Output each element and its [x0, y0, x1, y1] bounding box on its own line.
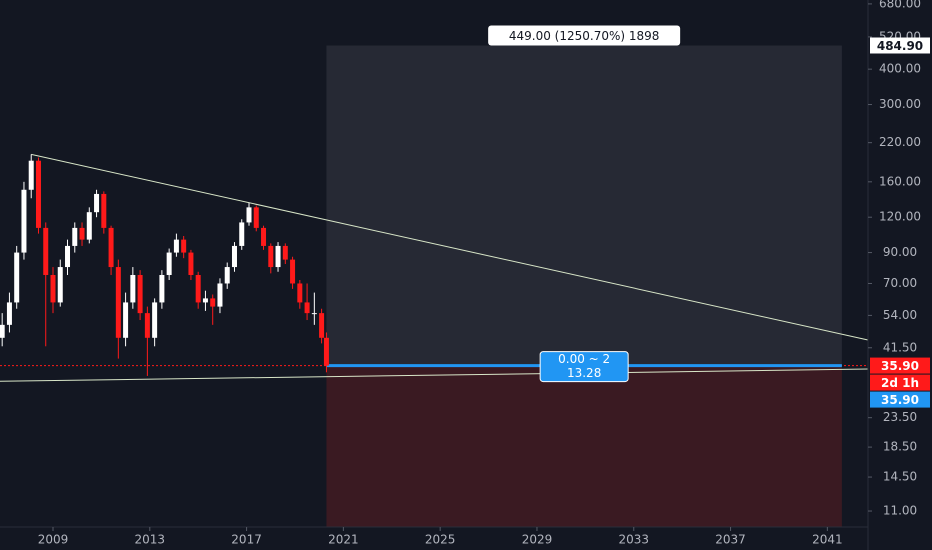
candle-body — [159, 274, 165, 303]
candle-body — [297, 283, 303, 303]
candle-body — [86, 212, 92, 240]
entry-price-tag: 35.90 — [881, 393, 919, 407]
trend-line — [31, 153, 869, 341]
y-tick-label: 120.00 — [879, 210, 921, 224]
x-tick-label: 2017 — [231, 533, 262, 547]
center-label: 13.28 — [567, 366, 601, 380]
candle-body — [72, 227, 78, 246]
x-tick-label: 2013 — [135, 533, 166, 547]
candle-body — [115, 267, 121, 338]
candle-body — [181, 239, 187, 253]
entry-price-tag-box — [870, 391, 930, 408]
candle-body — [21, 189, 27, 253]
candle-body — [304, 302, 310, 314]
candle-body — [323, 337, 329, 366]
candle-body — [319, 313, 325, 338]
candle-body — [311, 313, 317, 315]
candle-body — [6, 302, 12, 325]
x-tick-label: 2037 — [715, 533, 746, 547]
candle-body — [101, 193, 107, 228]
current-price-tag: 35.90 — [881, 359, 919, 373]
y-tick-label: 41.50 — [883, 340, 917, 354]
candle-body — [166, 252, 172, 275]
candle-body — [290, 259, 296, 284]
target-price-tag: 484.90 — [877, 39, 923, 53]
y-tick-label: 160.00 — [879, 174, 921, 188]
candle-body — [130, 274, 136, 303]
target-label-box — [488, 25, 681, 46]
y-tick-label: 18.50 — [883, 440, 917, 454]
candle-body — [14, 252, 20, 303]
current-price-tag-box — [870, 357, 930, 374]
candle-body — [268, 245, 274, 268]
countdown: 2d 1h — [881, 376, 919, 390]
profit-zone — [326, 45, 842, 366]
plot-area: 449.00 (1250.70%) 1898 0.00 ~ 213.28 — [0, 25, 869, 527]
candle-body — [123, 302, 129, 338]
candle-body — [195, 274, 201, 303]
center-label-box — [539, 351, 629, 383]
x-tick-label: 2033 — [618, 533, 649, 547]
candle-body — [282, 245, 288, 260]
candle-body — [137, 274, 143, 314]
candle-body — [173, 239, 179, 253]
candle-body — [275, 245, 281, 268]
countdown-box — [870, 374, 930, 391]
candle-body — [239, 222, 245, 246]
candle-body — [65, 245, 71, 268]
y-tick-label: 680.00 — [879, 0, 921, 10]
candle-body — [108, 227, 114, 268]
x-tick-label: 2029 — [522, 533, 553, 547]
candle-body — [152, 302, 158, 338]
x-tick-label: 2041 — [812, 533, 843, 547]
loss-zone — [326, 365, 842, 527]
x-tick-label: 2009 — [38, 533, 69, 547]
y-tick-label: 23.50 — [883, 410, 917, 424]
target-price-tag-box — [870, 37, 930, 54]
candle-body — [28, 160, 34, 190]
axes: 11.00 14.50 18.50 23.50 41.50 54.00 70.00 90.00… — [38, 0, 930, 547]
y-tick-label: 14.50 — [883, 470, 917, 484]
candle-body — [231, 245, 237, 268]
x-tick-label: 2025 — [425, 533, 456, 547]
y-tick-label: 11.00 — [883, 504, 917, 518]
candle-body — [0, 324, 5, 338]
candle-body — [210, 298, 216, 307]
candle-body — [224, 267, 230, 284]
candle-body — [79, 227, 85, 240]
candle-body — [35, 160, 41, 228]
x-tick-label: 2021 — [328, 533, 359, 547]
y-tick-label: 220.00 — [879, 135, 921, 149]
candle-body — [253, 207, 259, 228]
y-tick-label: 300.00 — [879, 97, 921, 111]
candle-body — [188, 252, 194, 275]
y-tick-label: 54.00 — [883, 308, 917, 322]
candle-body — [50, 274, 56, 303]
candle-body — [202, 298, 208, 303]
candle-body — [57, 267, 63, 303]
y-tick-label: 400.00 — [879, 62, 921, 76]
candle-body — [43, 227, 49, 275]
candle-body — [144, 313, 150, 338]
y-tick-label: 90.00 — [883, 245, 917, 259]
center-label: 0.00 ~ 2 — [558, 352, 610, 366]
trend-line — [0, 368, 869, 382]
candle-body — [261, 227, 267, 246]
y-tick-label: 70.00 — [883, 276, 917, 290]
target-label: 449.00 (1250.70%) 1898 — [509, 29, 660, 43]
candle-body — [246, 207, 252, 223]
candle-body — [94, 193, 100, 213]
candle-body — [217, 283, 223, 307]
